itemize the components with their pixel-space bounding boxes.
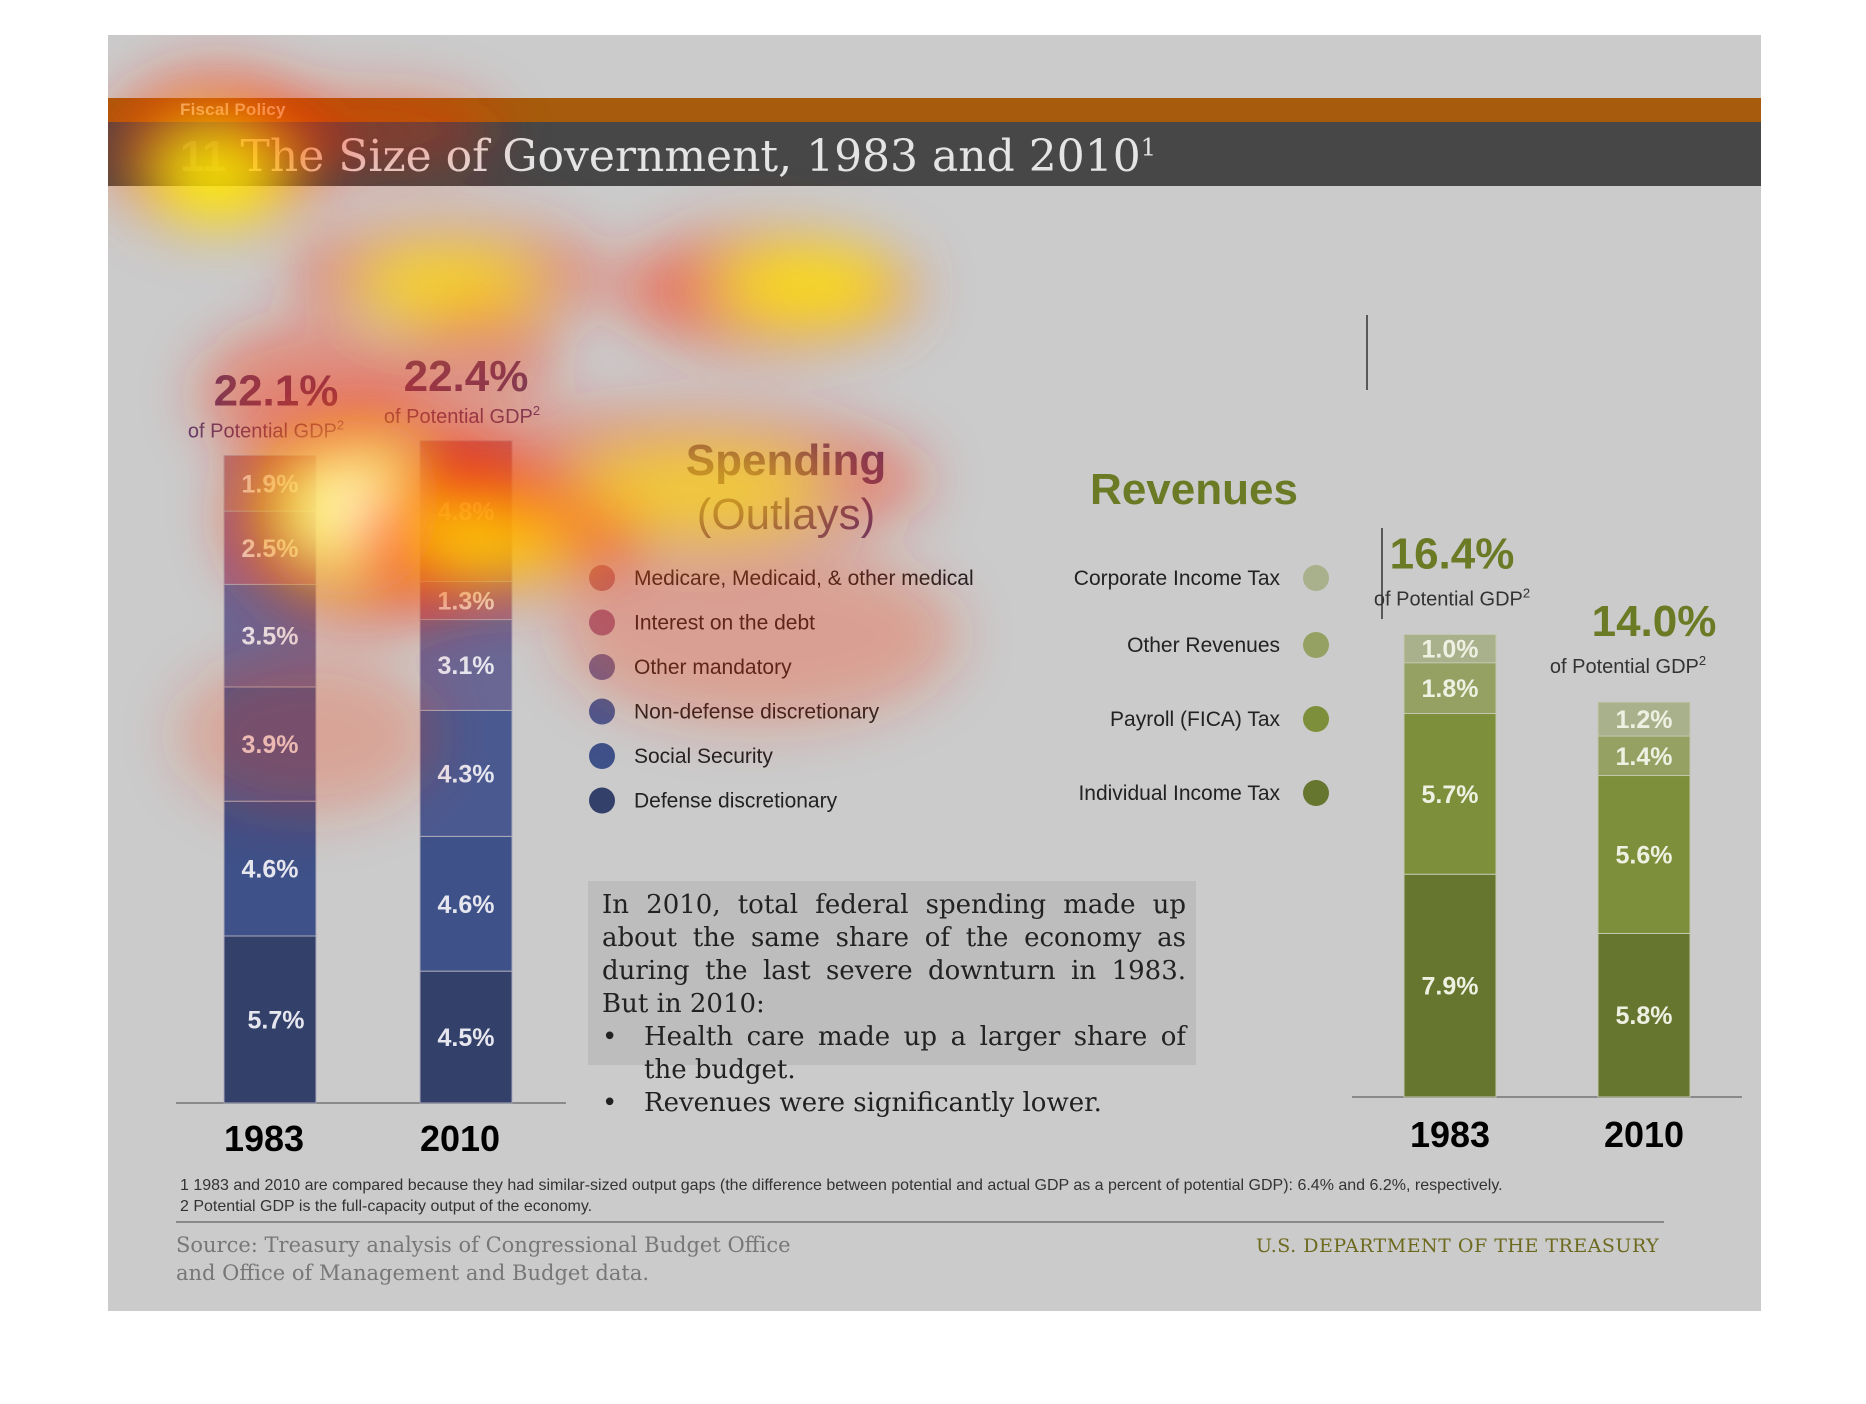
- legend-swatch-individual-income-tax: [1303, 780, 1329, 806]
- callout-paragraph: In 2010, total federal spending made up …: [602, 890, 1186, 1019]
- revenues-total-label: 14.0%: [1592, 597, 1717, 646]
- legend-label-payroll-fica-tax: Payroll (FICA) Tax: [1110, 708, 1280, 731]
- revenues-bar-2010-payroll-fica-tax: [1597, 775, 1691, 934]
- revenues-year-label: 2010: [1604, 1114, 1684, 1155]
- legend-label-non-defense-discretionary: Non-defense discretionary: [634, 701, 880, 724]
- spending-value-label: 3.1%: [438, 652, 495, 680]
- revenues-value-label: 1.2%: [1616, 706, 1673, 734]
- legend-swatch-non-defense-discretionary: [589, 698, 615, 725]
- revenues-total-caption: of Potential GDP2: [1550, 653, 1706, 678]
- spending-bar-1983-defense-discretionary: [223, 935, 317, 1104]
- revenues-bar-2010-individual-income-tax: [1597, 932, 1691, 1098]
- revenues-bar-1983-individual-income-tax: [1403, 873, 1497, 1098]
- legend-label-interest-on-the-debt: Interest on the debt: [634, 612, 815, 635]
- legend-swatch-social-security: [589, 743, 615, 769]
- spending-value-label: 3.5%: [242, 623, 299, 651]
- legend-label-social-security: Social Security: [634, 745, 773, 768]
- footer-divider: [176, 1221, 1664, 1223]
- spending-total-caption: of Potential GDP2: [384, 403, 540, 428]
- legend-swatch-payroll-fica-tax: [1303, 706, 1329, 732]
- spending-value-label: 4.6%: [242, 856, 299, 884]
- spending-bar-2010-social-security: [419, 835, 513, 972]
- source-line-2: and Office of Management and Budget data…: [176, 1261, 650, 1285]
- spending-total-label: 22.4%: [404, 352, 529, 401]
- title-footnote-mark: 1: [1140, 133, 1157, 162]
- spending-year-label: 2010: [420, 1118, 500, 1159]
- callout-bullets: Health care made up a larger share of th…: [602, 1021, 1186, 1120]
- callout-bullet: Revenues were significantly lower.: [602, 1087, 1186, 1120]
- legend-swatch-other-revenues: [1303, 632, 1329, 658]
- legend-label-corporate-income-tax: Corporate Income Tax: [1074, 567, 1281, 590]
- legend-label-defense-discretionary: Defense discretionary: [634, 790, 838, 813]
- revenues-value-label: 7.9%: [1422, 973, 1479, 1001]
- spending-year-label: 1983: [224, 1118, 304, 1159]
- revenues-value-label: 1.4%: [1616, 743, 1673, 771]
- revenues-bar-2010-other-revenues: [1597, 735, 1691, 777]
- legend-label-other-revenues: Other Revenues: [1127, 634, 1280, 657]
- spending-value-label: 3.9%: [242, 731, 299, 759]
- footnote-mark: 2: [1699, 653, 1706, 668]
- legend-label-other-mandatory: Other mandatory: [634, 656, 792, 679]
- spending-total-label: 22.1%: [214, 366, 339, 415]
- spending-value-label: 4.6%: [438, 891, 495, 919]
- revenues-value-label: 5.7%: [1422, 781, 1479, 809]
- source-note: Source: Treasury analysis of Congression…: [176, 1231, 791, 1287]
- spending-value-label: 5.7%: [248, 1006, 305, 1034]
- revenues-total-label: 16.4%: [1390, 530, 1515, 579]
- revenues-total-caption: of Potential GDP2: [1374, 586, 1530, 611]
- callout-text: In 2010, total federal spending made up …: [602, 889, 1186, 1120]
- footnote-2: 2 Potential GDP is the full-capacity out…: [180, 1198, 593, 1215]
- revenues-year-label: 1983: [1410, 1114, 1490, 1155]
- footnote-mark: 2: [1523, 586, 1530, 601]
- footnote-mark: 2: [337, 417, 344, 432]
- spending-value-label: 1.3%: [438, 588, 495, 616]
- spending-subtitle: (Outlays): [697, 490, 875, 539]
- source-line-1: Source: Treasury analysis of Congression…: [176, 1233, 791, 1257]
- agency-name: U.S. DEPARTMENT OF THE TREASURY: [1256, 1235, 1660, 1257]
- revenues-value-label: 5.6%: [1616, 841, 1673, 869]
- spending-bar-1983-social-security: [223, 800, 317, 937]
- revenues-bar-1983-payroll-fica-tax: [1403, 712, 1497, 875]
- spending-value-label: 4.8%: [438, 498, 495, 526]
- callout-bullet: Health care made up a larger share of th…: [602, 1021, 1186, 1087]
- legend-swatch-interest-on-the-debt: [589, 609, 615, 636]
- spending-total-caption: of Potential GDP2: [188, 417, 344, 442]
- legend-label-medicare-medicaid-other-medical: Medicare, Medicaid, & other medical: [634, 567, 974, 590]
- spending-value-label: 1.9%: [242, 470, 299, 498]
- footnotes: 1 1983 and 2010 are compared because the…: [180, 1175, 1503, 1217]
- spending-title: Spending: [686, 436, 886, 485]
- slide: Fiscal Policy 11 The Size of Government, …: [108, 35, 1761, 1311]
- spending-value-label: 4.3%: [438, 760, 495, 788]
- legend-swatch-medicare-medicaid-other-medical: [589, 565, 615, 591]
- revenues-bar-2010-corporate-income-tax: [1597, 701, 1691, 737]
- spending-value-label: 4.5%: [438, 1024, 495, 1052]
- callout-box: In 2010, total federal spending made up …: [588, 881, 1196, 1120]
- legend-swatch-other-mandatory: [589, 654, 615, 680]
- revenues-value-label: 1.8%: [1422, 675, 1479, 703]
- footnote-1: 1 1983 and 2010 are compared because the…: [180, 1177, 1503, 1194]
- revenues-value-label: 1.0%: [1422, 636, 1479, 664]
- revenues-bar-1983-corporate-income-tax: [1403, 634, 1497, 664]
- footnote-mark: 2: [533, 403, 540, 418]
- revenues-title: Revenues: [1090, 465, 1298, 514]
- legend-swatch-corporate-income-tax: [1303, 565, 1329, 591]
- legend-swatch-defense-discretionary: [589, 787, 615, 814]
- spending-bar-2010-defense-discretionary: [419, 970, 513, 1104]
- legend-label-individual-income-tax: Individual Income Tax: [1078, 782, 1280, 805]
- revenues-value-label: 5.8%: [1616, 1002, 1673, 1030]
- spending-value-label: 2.5%: [242, 535, 299, 563]
